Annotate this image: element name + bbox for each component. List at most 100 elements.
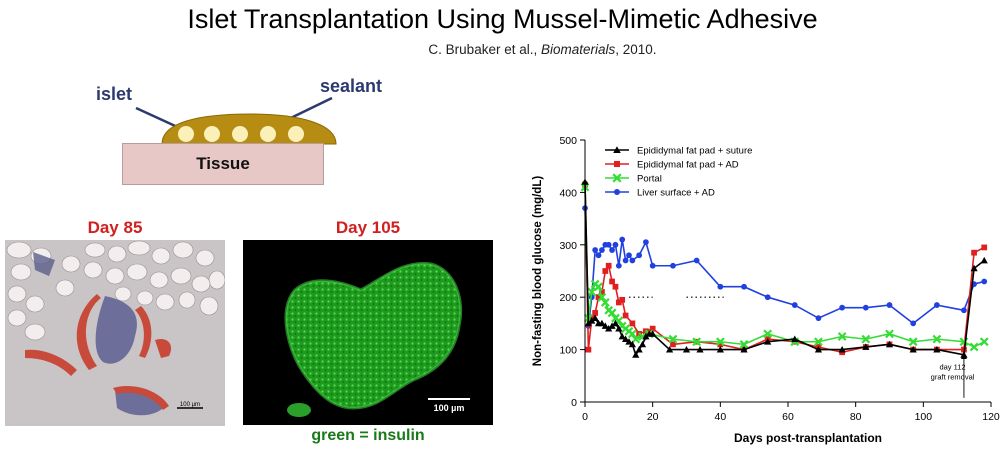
legend-entry: Portal [605,173,662,185]
data-point-x-stroke [631,334,641,344]
data-point-x-stroke [837,332,847,341]
data-point-square [599,289,605,295]
data-point-x [763,329,773,339]
data-point-square [609,278,615,285]
data-point-x-stroke [587,287,597,297]
data-point-square [670,341,676,348]
data-point-x-stroke [932,334,942,344]
data-point-square [592,310,599,316]
data-point-circle [592,247,599,253]
islet-circle-4 [260,126,276,142]
data-point-circle [622,257,629,264]
data-point-x-stroke [715,337,725,347]
series-portal [580,182,989,352]
data-point-x-stroke [597,292,607,302]
data-point-circle [764,294,771,301]
series-line [584,208,985,327]
legend: Epididymal fat pad + suture Epididymal fa… [605,146,752,199]
data-point-x [969,342,979,352]
x-tick-label: 100 [915,411,933,423]
data-point-x-stroke [861,334,871,344]
legend-label: Portal [637,174,662,185]
data-point-x-stroke [612,173,622,183]
data-point-square [971,249,977,256]
y-axis-label: Non-fasting blood glucose (mg/dL) [532,176,544,367]
legend-entry: Liver surface + AD [605,188,715,199]
data-point-circle [615,262,622,269]
data-point-circle [595,252,602,259]
data-point-circle [815,315,822,322]
data-point-x [979,337,989,347]
data-point-square [585,346,592,353]
citation-authors: C. Brubaker et al., [428,42,541,57]
data-point-x-stroke [600,298,610,307]
data-point-x [631,334,641,344]
data-point-circle [629,257,636,264]
data-point-square [615,299,622,306]
data-point-circle [643,239,649,246]
data-point-circle [933,302,940,308]
data-point-triangle [838,346,846,353]
data-point-x [715,337,725,347]
data-point-triangle [638,340,647,348]
series-liver-surface-ad [582,205,988,329]
data-point-circle [910,320,917,327]
islet-label: islet [96,84,133,104]
data-point-triangle [649,330,657,337]
axes: 0 100 200 300 400 500 0 20 40 60 80 100 120 Days post… [532,135,1000,445]
data-point-triangle [909,346,917,353]
x-tick-label: 80 [850,411,862,423]
data-point-x [587,287,597,297]
data-point-triangle [980,256,988,264]
data-point-square [629,320,636,327]
data-point-circle [693,257,700,264]
y-tick-label: 300 [559,240,577,252]
data-point-square [605,262,612,269]
data-point-x [932,334,942,344]
data-point-x-stroke [814,337,823,347]
day-105-label: Day 105 [335,218,401,237]
citation-journal: Biomaterials [540,42,616,57]
series-epididymal-fat-pad-suture [581,178,988,358]
data-point-triangle [611,319,620,327]
data-point-x [908,337,918,347]
data-point-circle [619,236,626,243]
data-point-x [627,329,637,339]
x-tick-label: 60 [782,411,794,423]
y-tick-label: 200 [559,292,577,304]
histology-scalebar: 100 µm [180,402,200,408]
data-point-triangle [632,351,640,358]
data-point-x [612,173,622,183]
data-point-square [595,294,602,301]
data-point-x-stroke [739,339,749,349]
data-point-triangle [601,322,609,329]
legend-label: Epididymal fat pad + suture [637,146,752,157]
data-point-x-stroke [885,329,894,339]
data-point-x [837,332,847,341]
data-point-triangle [682,346,691,353]
data-point-x [607,308,617,318]
data-point-circle [605,241,612,248]
data-point-circle [626,252,632,259]
data-point-triangle [613,146,621,154]
data-point-triangle [764,338,772,345]
data-point-triangle [970,264,978,272]
data-point-triangle [635,346,643,353]
data-point-triangle [608,322,616,329]
data-point-x [739,339,749,349]
data-point-square [649,325,656,332]
data-point-x [861,334,871,344]
data-point-x-stroke [908,337,918,347]
data-point-triangle [933,346,941,353]
data-point-circle [609,247,615,253]
data-point-triangle [665,346,674,353]
data-point-circle [862,304,869,311]
data-point-square [717,341,724,348]
y-tick-label: 100 [559,345,577,357]
data-point-x [885,329,894,339]
data-point-x [597,292,607,302]
data-point-triangle [862,343,870,350]
data-point-circle [599,247,605,253]
islet-circle-5 [288,126,304,142]
data-point-circle [717,283,724,290]
